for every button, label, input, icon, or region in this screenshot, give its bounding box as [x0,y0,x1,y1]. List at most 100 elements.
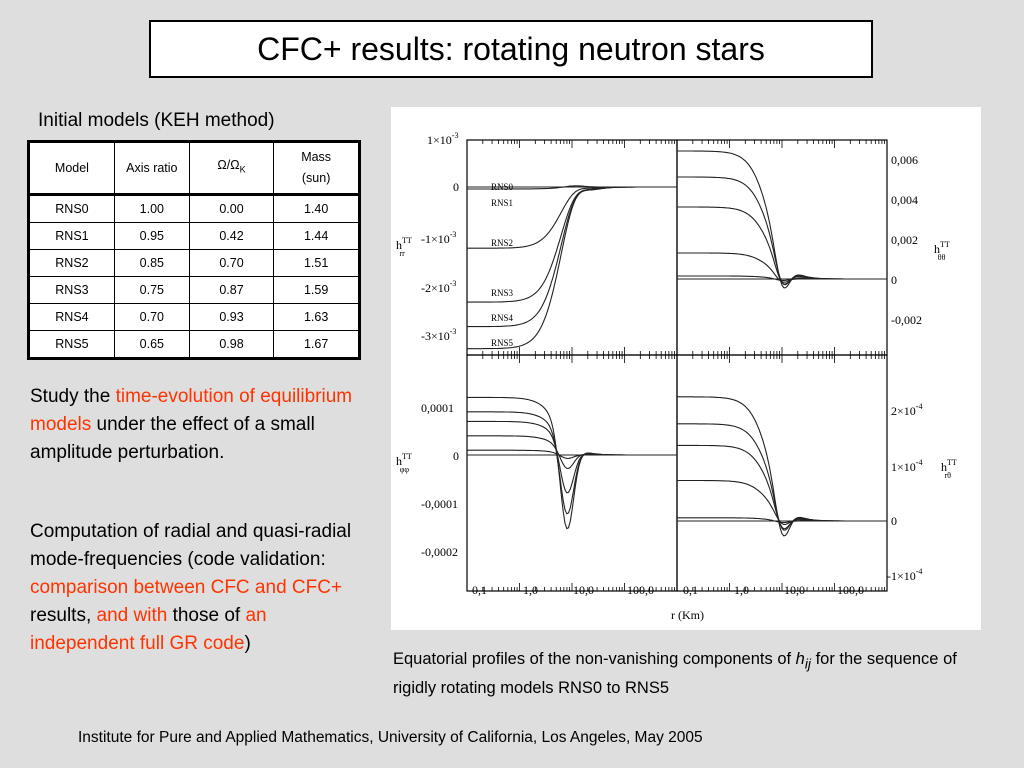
p2-text-e: those of [167,605,246,626]
rr-y-tick-m3: -3×10-3 [421,327,456,343]
thth-y-tick-0: 0 [891,273,897,287]
rr-y-tick-m2: -2×10-3 [421,279,456,295]
cell-model: RNS3 [28,276,115,304]
cell-mass: 1.59 [273,276,360,304]
phph-axis-label: hTT φφ [396,452,412,474]
mass-label: Mass [301,150,332,164]
series-label-rns4: RNS4 [491,313,514,323]
omega-k-subscript: K [239,164,246,175]
axis-ticks [466,140,885,591]
col-mass-header: Mass (sun) [273,141,360,195]
computation-paragraph: Computation of radial and quasi-radial m… [30,518,365,658]
p2-highlight-1: comparison between CFC and CFC+ [30,577,343,598]
cell-axis-ratio: 1.00 [113,193,190,223]
x-axis-label: r (Km) [671,608,704,622]
x-tick-1000-right: 100,0 [837,583,864,597]
rth-curve-rns4 [677,423,887,531]
p2-text-c: results, [30,605,97,626]
table-row: RNS4 0.70 0.93 1.63 [28,303,360,331]
phph-y-tick-00001: 0,0001 [421,401,454,415]
cell-axis-ratio: 0.65 [113,330,190,359]
x-tick-1000: 100,0 [627,583,654,597]
models-heading: Initial models (KEH method) [38,110,275,131]
thth-y-tick-m002: -0,002 [891,313,922,327]
rr-y-tick-1: 1×10-3 [427,131,458,147]
rr-curve-rns5 [467,186,677,350]
cell-omega: 0.93 [188,303,275,331]
x-tick-100: 10,0 [573,583,594,597]
panel-thth-frame [676,139,888,356]
caption-h: h [795,650,805,668]
rth-curve-rns1 [677,517,887,524]
x-tick-10: 1,0 [523,583,538,597]
x-tick-01: 0,1 [472,583,487,597]
phph-curve-rns1 [467,449,677,459]
profiles-figure: 1×10-3 0 -1×10-3 -2×10-3 -3×10-3 hTT rr R… [391,107,981,630]
caption-text-b: for the sequence of rigidly rotating mod… [393,650,957,698]
rth-y-tick-1: 1×10-4 [891,458,922,474]
caption-ij: ij [804,656,811,672]
cell-mass: 1.67 [273,330,360,359]
col-axis-ratio-header: Axis ratio [113,141,190,195]
thth-y-tick-004: 0,004 [891,193,918,207]
cell-mass: 1.40 [273,193,360,223]
cell-axis-ratio: 0.75 [113,276,190,304]
thth-y-tick-002: 0,002 [891,233,918,247]
phph-y-tick-m00002: -0,0002 [421,545,458,559]
panel-phph-frame [466,354,678,592]
phph-y-tick-0: 0 [453,449,459,463]
table-header-row: Model Axis ratio Ω/ΩK Mass (sun) [28,141,360,195]
cell-omega: 0.00 [188,193,275,223]
thth-curve-rns3 [677,206,887,285]
cell-axis-ratio: 0.95 [113,222,190,250]
rr-axis-label: hTT rr [396,236,412,258]
rth-y-ticks: 2×10-4 1×10-4 0 -1×10-4 [887,402,922,583]
phph-y-ticks: 0,0001 0 -0,0001 -0,0002 [421,401,459,559]
col-omega-header: Ω/ΩK [188,141,275,195]
thth-y-tick-006: 0,006 [891,153,918,167]
cell-omega: 0.98 [188,330,275,359]
x-tick-01-right: 0,1 [683,583,698,597]
rth-curve-rns5 [677,396,887,537]
cell-model: RNS2 [28,249,115,277]
table-row: RNS3 0.75 0.87 1.59 [28,276,360,304]
series-label-rns0: RNS0 [491,182,514,192]
p2-highlight-2: and with [96,605,168,626]
rth-y-tick-2: 2×10-4 [891,402,922,418]
cell-axis-ratio: 0.70 [113,303,190,331]
phph-curve-rns2 [467,435,677,469]
table-row: RNS2 0.85 0.70 1.51 [28,249,360,277]
p1-highlight: time-evolution of equilibrium models [30,386,353,435]
phph-y-tick-m00001: -0,0001 [421,497,458,511]
mass-unit: (sun) [301,171,331,185]
cell-model: RNS4 [28,303,115,331]
study-paragraph: Study the time-evolution of equilibrium … [30,383,365,467]
series-label-rns2: RNS2 [491,238,513,248]
x-tick-10-right: 1,0 [734,583,749,597]
p2-text-g: ) [244,633,251,654]
thth-axis-label: hTT θθ [934,240,950,262]
omega-symbol: Ω [217,158,227,173]
footer-text: Institute for Pure and Applied Mathemati… [78,729,703,746]
profiles-figure-svg: 1×10-3 0 -1×10-3 -2×10-3 -3×10-3 hTT rr R… [396,131,957,622]
rth-axis-label: hTT rθ [941,458,957,480]
cell-omega: 0.87 [188,276,275,304]
thth-curve-rns2 [677,252,887,283]
slide-title-text: CFC+ results: rotating neutron stars [257,30,765,67]
cell-mass: 1.51 [273,249,360,277]
cell-axis-ratio: 0.85 [113,249,190,277]
rth-y-tick-m1: -1×10-4 [887,567,922,583]
series-label-rns5: RNS5 [491,338,514,348]
p2-highlight-3: an independent full GR code [30,605,267,654]
models-table: Model Axis ratio Ω/ΩK Mass (sun) RNS0 1.0… [27,140,361,360]
x-tick-labels: 0,1 1,0 10,0 100,0 0,1 1,0 10,0 100,0 [472,583,864,597]
p1-text-c: under the effect of a small amplitude pe… [30,414,315,463]
table-row: RNS5 0.65 0.98 1.67 [28,330,360,359]
phph-curve-rns5 [467,396,677,530]
table-row: RNS1 0.95 0.42 1.44 [28,222,360,250]
rr-series-labels: RNS0 RNS1 RNS2 RNS3 RNS4 RNS5 [491,182,514,348]
cell-omega: 0.70 [188,249,275,277]
cell-mass: 1.44 [273,222,360,250]
cell-model: RNS0 [28,193,115,223]
series-label-rns3: RNS3 [491,288,514,298]
